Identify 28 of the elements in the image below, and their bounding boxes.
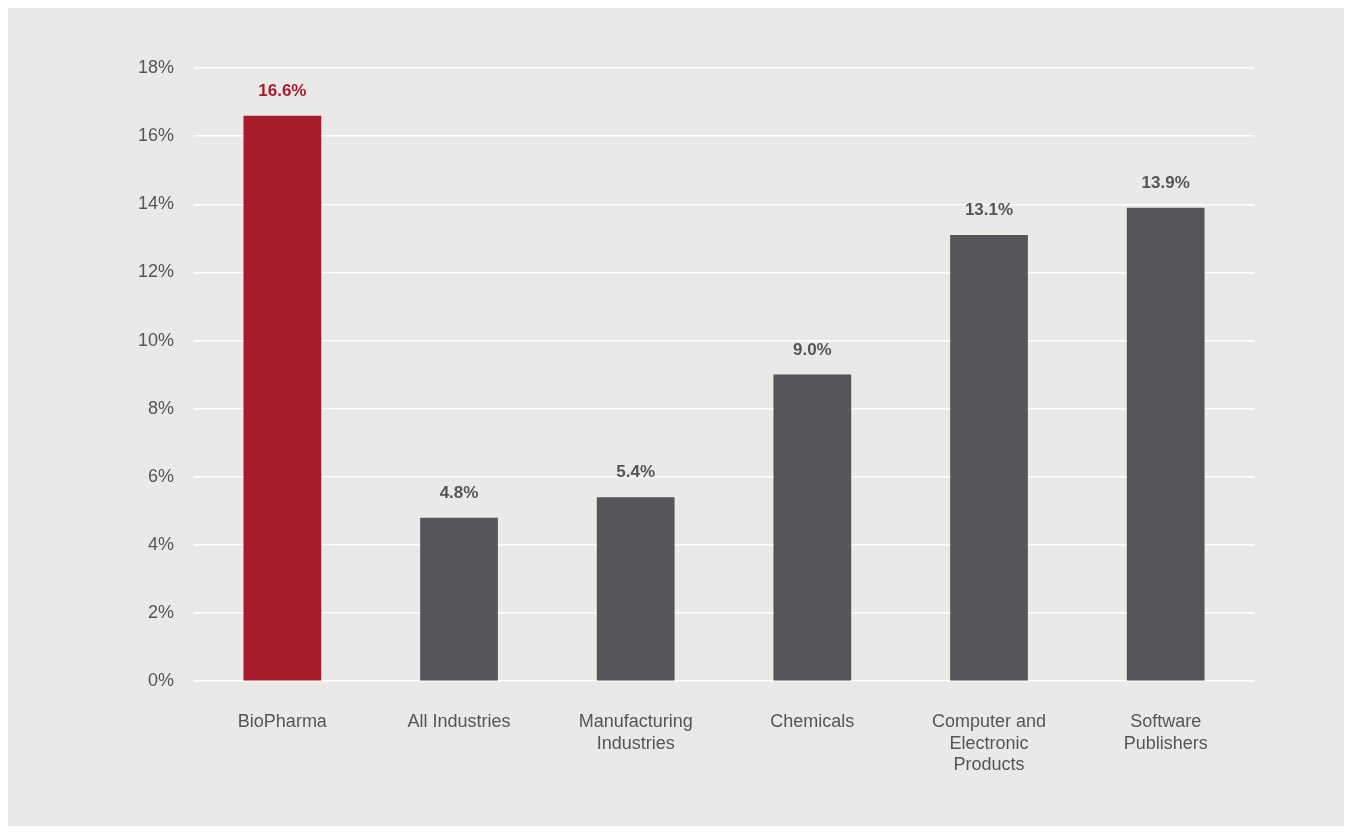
x-tick-label: Chemicals: [770, 710, 855, 731]
x-tick-label: BioPharma: [237, 710, 328, 731]
bar: [596, 497, 675, 681]
y-tick-label: 12%: [138, 261, 175, 282]
data-label: 13.1%: [964, 200, 1014, 220]
bar: [773, 374, 852, 681]
y-tick-label: 14%: [138, 193, 175, 214]
data-label: 13.9%: [1141, 172, 1190, 192]
y-tick-label: 8%: [148, 397, 175, 418]
data-label: 4.8%: [439, 482, 479, 502]
y-tick-label: 4%: [148, 533, 175, 554]
x-tick-label: Software Publishers: [1123, 710, 1208, 753]
data-label: 9.0%: [792, 339, 832, 359]
data-label: 5.4%: [616, 462, 656, 482]
bar: [950, 234, 1028, 681]
y-tick-label: 10%: [138, 329, 175, 350]
bar: [420, 517, 498, 681]
x-tick-label: All Industries: [407, 710, 511, 731]
y-tick-label: 18%: [138, 56, 175, 77]
x-tick-label: Manufacturing Industries: [578, 710, 693, 753]
y-tick-label: 6%: [148, 465, 175, 486]
bar: [243, 115, 322, 681]
y-tick-label: 2%: [148, 602, 175, 623]
bar: [1126, 207, 1205, 681]
y-tick-label: 16%: [138, 125, 175, 146]
data-label: 16.6%: [258, 80, 307, 100]
x-tick-label: Computer and Electronic Products: [931, 710, 1047, 775]
y-tick-label: 0%: [148, 670, 175, 691]
